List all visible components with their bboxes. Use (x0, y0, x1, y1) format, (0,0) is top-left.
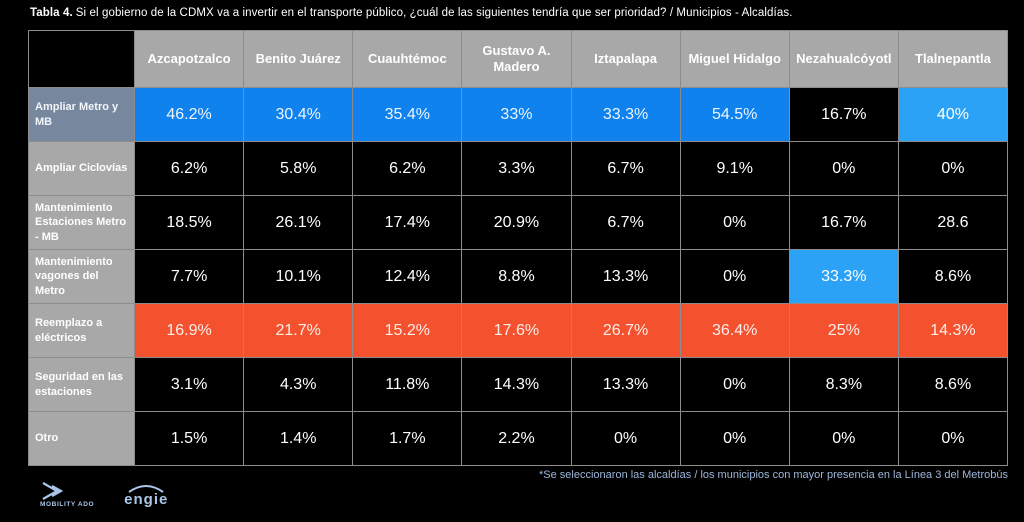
table-cell: 8.6% (898, 358, 1007, 411)
table-cell: 0% (789, 142, 898, 195)
table-cell: 3.3% (462, 142, 571, 195)
table-cell: 33.3% (571, 88, 680, 141)
table-cell: 16.7% (789, 88, 898, 141)
row-label-mantenimiento-estaciones: Mantenimiento Estaciones Metro - MB (29, 196, 134, 249)
table-cell: 11.8% (353, 358, 462, 411)
table-cell: 30.4% (244, 88, 353, 141)
row-label-seguridad-estaciones: Seguridad en las estaciones (29, 358, 134, 411)
table-cell: 0% (898, 142, 1007, 195)
row-label-reemplazo-electricos: Reemplazo a eléctricos (29, 304, 134, 357)
priorities-table: Azcapotzalco Benito Juárez Cuauhtémoc Gu… (28, 30, 1008, 466)
mobility-ado-logo: MOBILITY ADO (40, 482, 94, 508)
engie-wordmark: ENGIE (124, 491, 169, 508)
mobility-ado-wordmark: MOBILITY ADO (40, 501, 95, 508)
table-cell: 3.1% (135, 358, 244, 411)
table-cell: 7.7% (135, 250, 244, 303)
table-cell: 5.8% (244, 142, 353, 195)
table-cell: 21.7% (244, 304, 353, 357)
table-cell: 9.1% (680, 142, 789, 195)
table-cell: 10.1% (244, 250, 353, 303)
engie-logo: ENGIE (124, 484, 168, 508)
row-label-ampliar-ciclovias: Ampliar Ciclovías (29, 142, 134, 195)
column-header-azcapotzalco: Azcapotzalco (135, 31, 244, 87)
column-header-cuauhtemoc: Cuauhtémoc (353, 31, 462, 87)
table-cell: 15.2% (353, 304, 462, 357)
corner-cell (29, 31, 134, 87)
table-cell: 16.7% (789, 196, 898, 249)
page-title: Tabla 4. Si el gobierno de la CDMX va a i… (30, 7, 793, 19)
column-header-tlalnepantla: Tlalnepantla (898, 31, 1007, 87)
table-cell: 20.9% (462, 196, 571, 249)
table-cell: 8.6% (898, 250, 1007, 303)
table-cell: 4.3% (244, 358, 353, 411)
footer-logos: MOBILITY ADO ENGIE (40, 482, 168, 508)
table-cell: 0% (680, 250, 789, 303)
table-cell: 0% (789, 412, 898, 465)
table-cell: 14.3% (898, 304, 1007, 357)
table-cell: 40% (898, 88, 1007, 141)
table-cell: 26.7% (571, 304, 680, 357)
table-cell: 12.4% (353, 250, 462, 303)
engie-arc-icon (128, 485, 164, 493)
row-label-otro: Otro (29, 412, 134, 465)
table-cell: 17.6% (462, 304, 571, 357)
table-cell: 13.3% (571, 250, 680, 303)
table-cell: 25% (789, 304, 898, 357)
table-cell: 0% (571, 412, 680, 465)
table-cell: 46.2% (135, 88, 244, 141)
title-text: Si el gobierno de la CDMX va a invertir … (75, 7, 793, 19)
table-cell: 0% (898, 412, 1007, 465)
table-cell: 35.4% (353, 88, 462, 141)
table-cell: 1.7% (353, 412, 462, 465)
table-cell: 16.9% (135, 304, 244, 357)
table-cell: 14.3% (462, 358, 571, 411)
row-label-ampliar-metro: Ampliar Metro y MB (29, 88, 134, 141)
row-label-mantenimiento-vagones: Mantenimiento vagones del Metro (29, 250, 134, 303)
table-cell: 17.4% (353, 196, 462, 249)
table-cell: 0% (680, 358, 789, 411)
table-cell: 1.4% (244, 412, 353, 465)
table-cell: 8.3% (789, 358, 898, 411)
column-header-benito-juarez: Benito Juárez (244, 31, 353, 87)
table-cell: 6.7% (571, 196, 680, 249)
column-header-nezahualcoyotl: Nezahualcóyotl (789, 31, 898, 87)
table-cell: 18.5% (135, 196, 244, 249)
table-cell: 54.5% (680, 88, 789, 141)
table-cell: 33% (462, 88, 571, 141)
footnote: *Se seleccionaron las alcaldías / los mu… (539, 469, 1008, 481)
table-cell: 2.2% (462, 412, 571, 465)
column-header-iztapalapa: Iztapalapa (571, 31, 680, 87)
table-cell: 0% (680, 412, 789, 465)
table-cell: 28.6 (898, 196, 1007, 249)
table-cell: 13.3% (571, 358, 680, 411)
table-cell: 6.2% (353, 142, 462, 195)
table-cell: 33.3% (789, 250, 898, 303)
table-cell: 36.4% (680, 304, 789, 357)
table-cell: 8.8% (462, 250, 571, 303)
mobility-ado-chevron-icon (42, 482, 64, 500)
table-cell: 1.5% (135, 412, 244, 465)
table-number: Tabla 4. (30, 7, 73, 19)
column-header-miguel-hidalgo: Miguel Hidalgo (680, 31, 789, 87)
table-cell: 6.7% (571, 142, 680, 195)
table-cell: 26.1% (244, 196, 353, 249)
table-cell: 6.2% (135, 142, 244, 195)
table-cell: 0% (680, 196, 789, 249)
column-header-gustavo-a-madero: Gustavo A. Madero (462, 31, 571, 87)
